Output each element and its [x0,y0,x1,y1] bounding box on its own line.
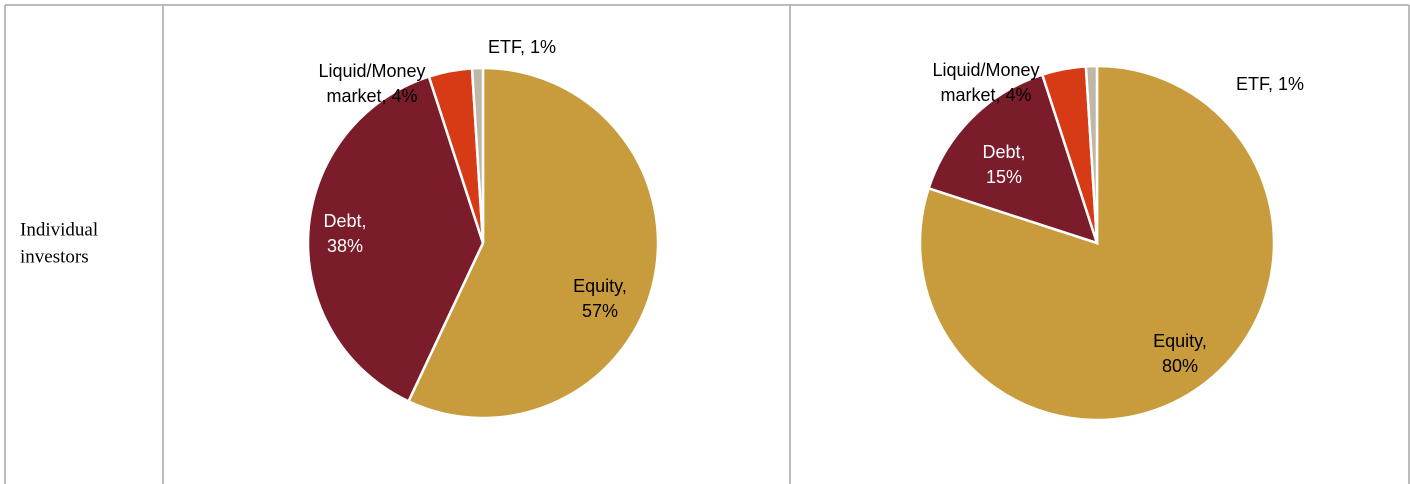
data-label: Debt, [323,211,366,231]
pie-slice [470,66,485,244]
data-label: Equity, [1153,331,1207,351]
pie-slice [306,74,485,404]
data-label: market, 4% [940,85,1031,105]
row-label: investors [20,246,89,267]
data-label: ETF, 1% [1236,74,1304,94]
pie-slice [406,66,660,420]
data-label: market, 4% [326,86,417,106]
pie-slice [1084,64,1099,244]
data-label: Liquid/Money [318,61,425,81]
data-label: 15% [986,167,1022,187]
data-label: Debt, [982,142,1025,162]
data-label: 57% [582,301,618,321]
data-label: ETF, 1% [488,37,556,57]
table-borders [4,4,1410,484]
data-label: Equity, [573,276,627,296]
data-label: 80% [1162,356,1198,376]
row-label: Individual [20,219,98,240]
pie-slice [918,64,1276,422]
data-label: Liquid/Money [932,60,1039,80]
data-label: 38% [327,236,363,256]
